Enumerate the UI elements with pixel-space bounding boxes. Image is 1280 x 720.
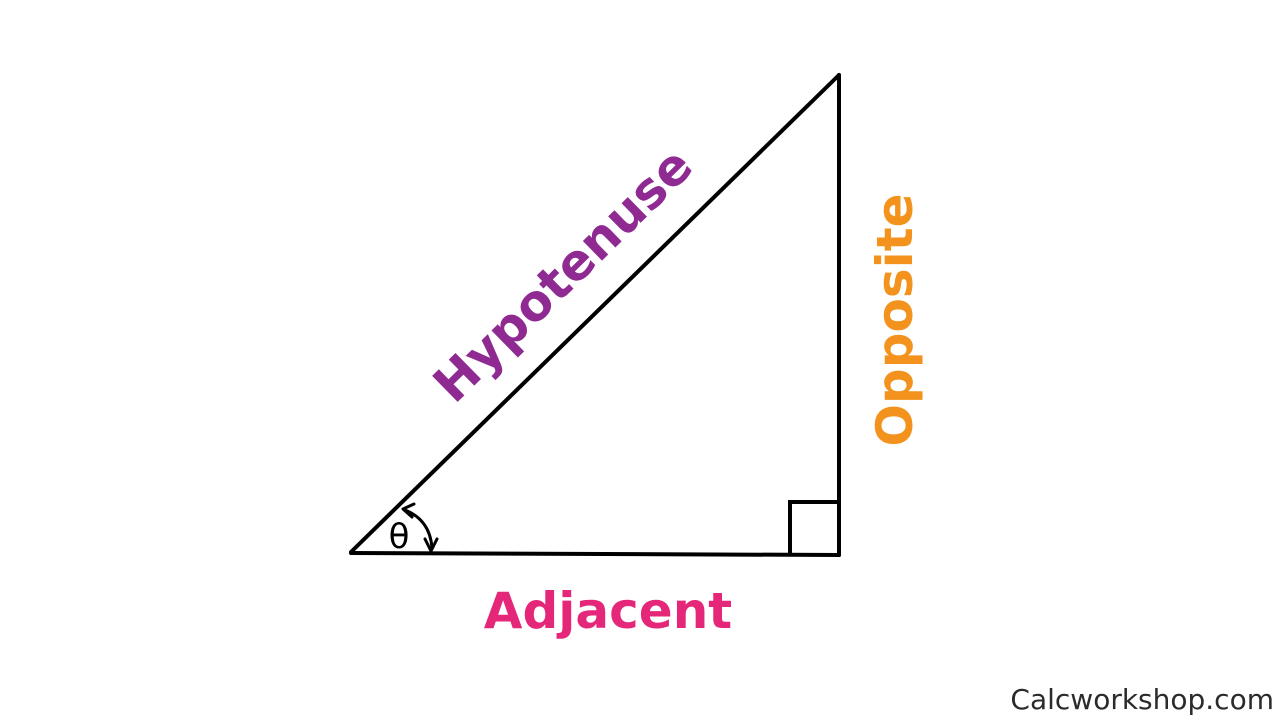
angle-arc-arrowhead-top bbox=[401, 502, 416, 519]
adjacent-label: Adjacent bbox=[484, 582, 732, 640]
watermark-text: Calcworkshop.com bbox=[1010, 683, 1274, 716]
angle-theta-label: θ bbox=[389, 517, 410, 557]
adjacent-side bbox=[349, 551, 841, 557]
right-angle-marker bbox=[788, 500, 839, 555]
angle-arc bbox=[404, 508, 434, 549]
hypotenuse-label: Hypotenuse bbox=[422, 136, 704, 413]
hypotenuse-side bbox=[349, 73, 841, 554]
angle-arc-arrowhead-bottom bbox=[423, 537, 439, 553]
opposite-label: Opposite bbox=[866, 193, 924, 446]
